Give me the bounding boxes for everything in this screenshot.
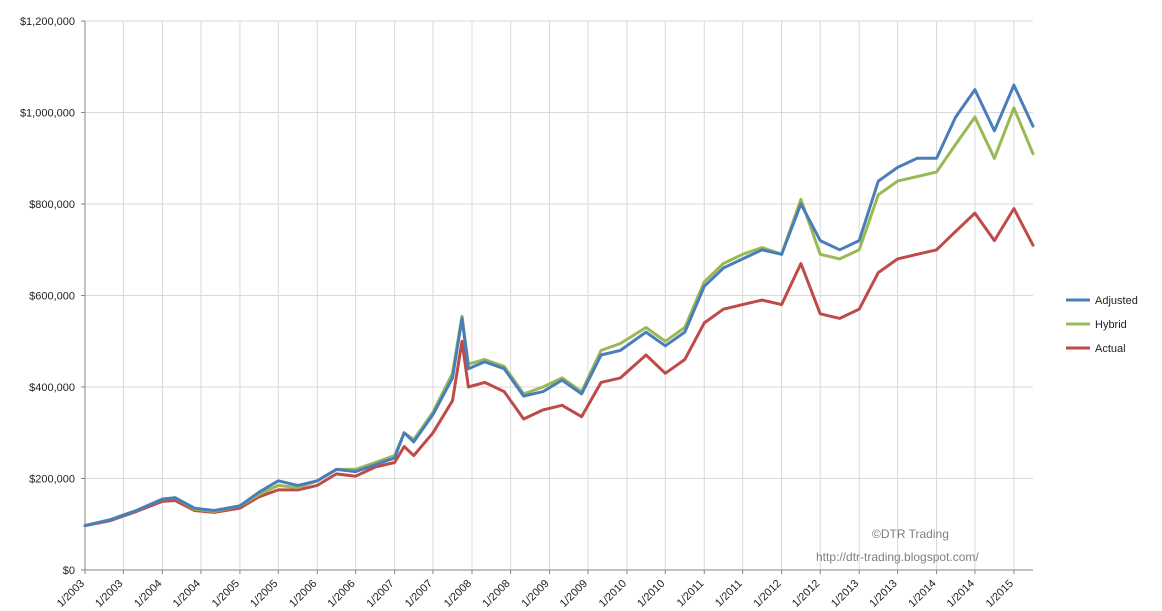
legend: Adjusted Hybrid Actual xyxy=(1066,295,1138,355)
y-tick-label: $0 xyxy=(63,565,75,577)
y-tick-label: $800,000 xyxy=(29,199,75,211)
copyright-annotation: ©DTR Trading xyxy=(872,527,949,541)
y-tick-label: $200,000 xyxy=(29,474,75,486)
axes xyxy=(81,20,1033,574)
url-annotation: http://dtr-trading.blogspot.com/ xyxy=(816,550,979,564)
x-gridlines xyxy=(84,21,1015,570)
legend-label-hybrid: Hybrid xyxy=(1095,319,1127,331)
y-tick-label: $600,000 xyxy=(29,291,75,303)
series-line-actual xyxy=(83,207,1035,528)
y-tick-label: $400,000 xyxy=(29,382,75,394)
y-tick-label: $1,200,000 xyxy=(20,16,75,28)
legend-label-actual: Actual xyxy=(1095,343,1126,355)
legend-label-adjusted: Adjusted xyxy=(1095,295,1138,307)
y-gridlines xyxy=(85,20,1033,571)
y-axis-labels: $0 $200,000 $400,000 $600,000 $800,000 $1,000… xyxy=(20,16,75,577)
series-line-adjusted xyxy=(83,83,1035,528)
y-tick-label: $1,000,000 xyxy=(20,108,75,120)
series-lines xyxy=(83,83,1035,528)
series-line-hybrid xyxy=(83,106,1035,528)
